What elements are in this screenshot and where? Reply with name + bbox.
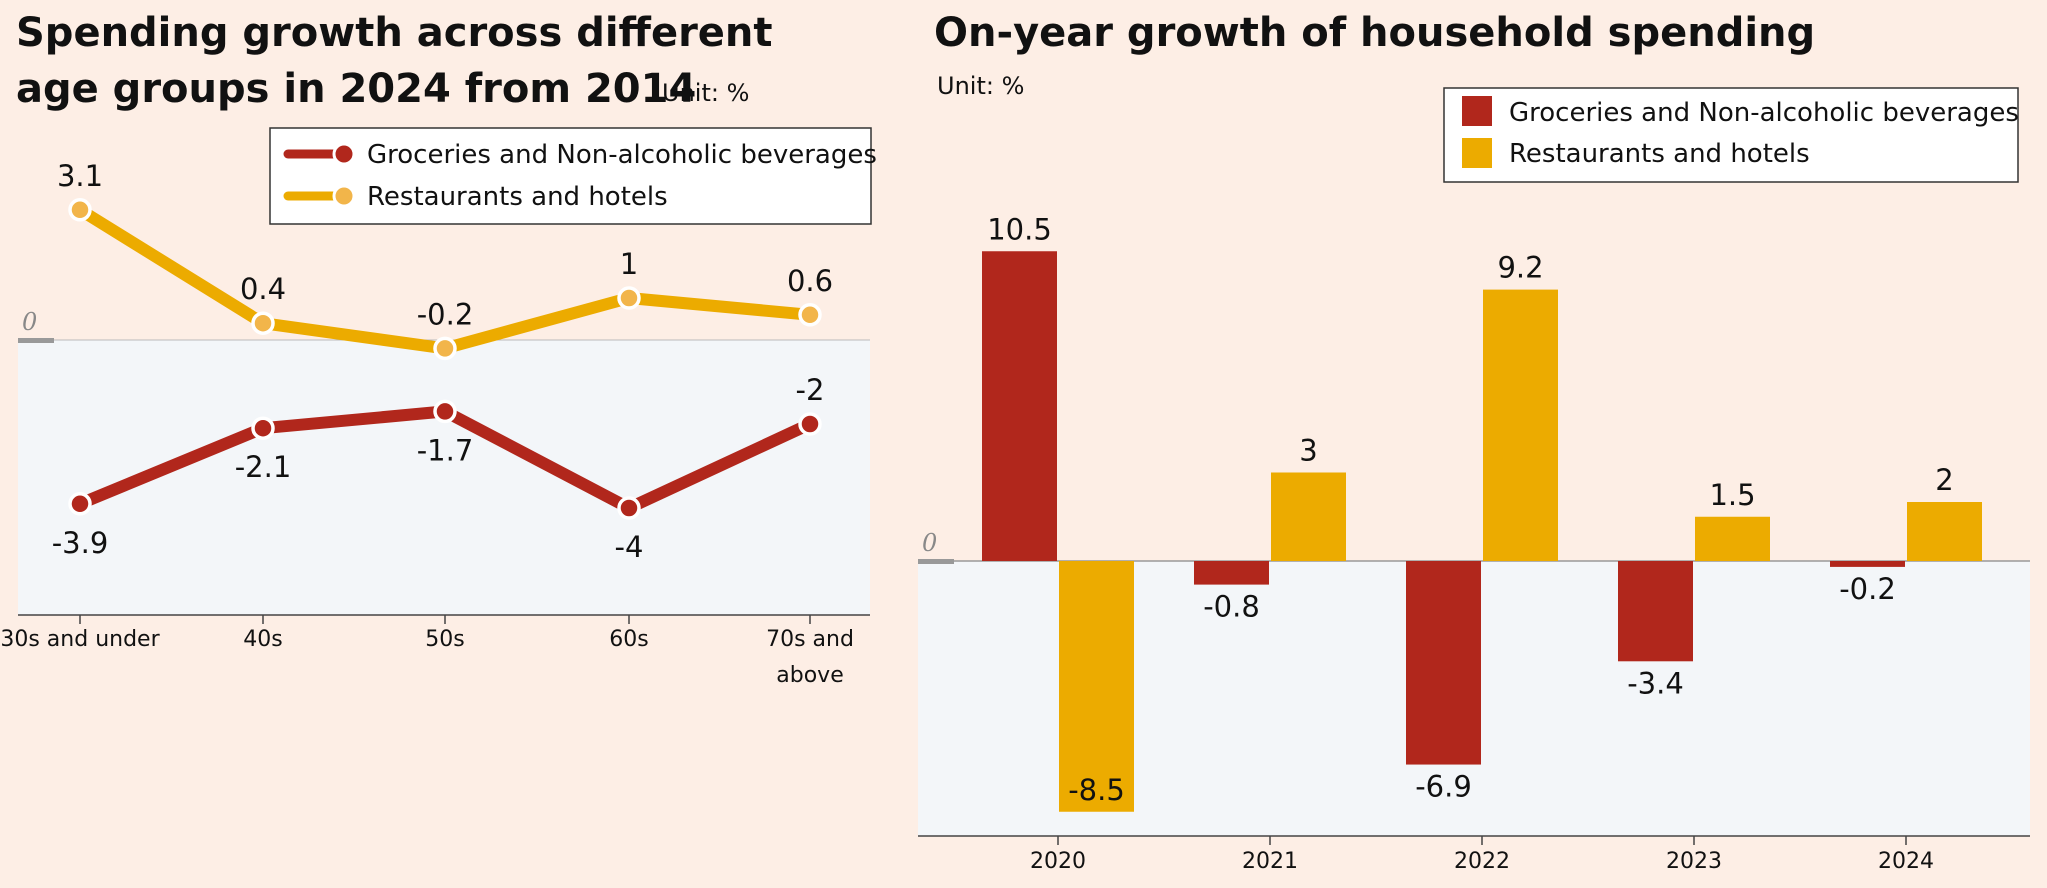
line-point-restaurants: [798, 303, 822, 327]
bar-data-label-groceries: -3.4: [1627, 666, 1684, 700]
legend-marker-restaurants: [332, 184, 356, 208]
line-chart-legend: Groceries and Non-alcoholic beverages Re…: [269, 127, 877, 225]
line-point-groceries: [68, 492, 92, 516]
bar-restaurants: [1059, 561, 1134, 812]
line-chart-unit: Unit: %: [662, 79, 749, 107]
line-chart-zero-marker: [18, 338, 54, 343]
legend-item-groceries: Groceries and Non-alcoholic beverages: [283, 140, 877, 170]
line-point-groceries: [433, 399, 457, 424]
line-data-label-restaurants: 0.4: [240, 272, 286, 306]
line-chart-tick-label: 40s: [243, 627, 282, 652]
line-chart-negative-area: [18, 340, 870, 615]
line-data-label-groceries: -3.9: [52, 526, 109, 560]
line-chart-zero-label: 0: [22, 308, 37, 336]
line-data-label-groceries: -1.7: [417, 433, 474, 467]
legend-label-groceries: Groceries and Non-alcoholic beverages: [1509, 98, 2019, 128]
line-chart-tick-label: above: [776, 663, 843, 688]
legend-item-restaurants: Restaurants and hotels: [1462, 138, 1810, 169]
line-chart: Spending growth across different age gro…: [0, 10, 877, 688]
bar-restaurants: [1483, 289, 1558, 561]
legend-marker-groceries: [332, 142, 356, 166]
line-point-restaurants: [617, 286, 641, 310]
line-data-label-restaurants: -0.2: [417, 297, 474, 331]
bar-data-label-groceries: -0.8: [1203, 590, 1260, 624]
bar-chart-tick-label: 2020: [1030, 849, 1086, 874]
line-data-label-restaurants: 0.6: [787, 264, 833, 298]
line-chart-title-line-1: Spending growth across different: [16, 10, 773, 56]
bar-chart-x-ticks: 2020 2021 2022 2023 2024: [1030, 836, 1934, 874]
bar-groceries: [1406, 561, 1481, 765]
line-data-label-restaurants: 1: [620, 247, 638, 281]
bar-chart-legend: Groceries and Non-alcoholic beverages Re…: [1443, 87, 2019, 183]
line-chart-series: -3.9 -2.1 -1.7 -4 -2 3.1 0.4 -0.2 1 0.6: [52, 159, 833, 564]
legend-swatch-groceries: [1462, 96, 1492, 126]
line-point-restaurants: [251, 311, 275, 335]
bar-chart-title: On-year growth of household spending: [934, 10, 1815, 56]
line-chart-tick-label: 70s and: [766, 627, 854, 652]
bar-data-label-restaurants: -8.5: [1068, 773, 1125, 807]
bar-restaurants: [1695, 516, 1770, 561]
line-chart-tick-label: 60s: [609, 627, 648, 652]
bar-groceries: [1618, 561, 1693, 662]
bar-data-label-restaurants: 9.2: [1497, 251, 1543, 285]
legend-swatch-restaurants: [1462, 138, 1492, 168]
bar-data-label-restaurants: 3: [1299, 434, 1317, 468]
bar-restaurants: [1271, 472, 1346, 561]
bar-restaurants: [1907, 502, 1982, 561]
line-point-groceries: [617, 496, 641, 520]
bar-data-label-restaurants: 1.5: [1709, 478, 1755, 512]
legend-label-restaurants: Restaurants and hotels: [1509, 139, 1810, 169]
line-point-restaurants: [433, 336, 457, 361]
line-point-groceries: [251, 416, 275, 440]
line-chart-title-line-2: age groups in 2024 from 2014: [16, 66, 696, 112]
bar-groceries: [1830, 561, 1905, 567]
bar-chart-unit: Unit: %: [937, 72, 1024, 100]
bar-chart-zero-label: 0: [922, 529, 937, 557]
bar-data-label-groceries: -0.2: [1839, 572, 1896, 606]
line-data-label-groceries: -2.1: [235, 450, 292, 484]
line-data-label-groceries: -4: [615, 530, 644, 564]
bar-chart-bars: 10.5 -0.8 -6.9 -3.4 -0.2 -8.5 3 9.2 1.5 2: [982, 212, 1982, 812]
legend-label-groceries: Groceries and Non-alcoholic beverages: [367, 140, 877, 170]
line-data-label-restaurants: 3.1: [57, 159, 103, 193]
line-chart-legend-box: [269, 127, 872, 225]
bar-chart-legend-box: [1443, 87, 2019, 183]
bar-data-label-groceries: 10.5: [987, 212, 1052, 246]
bar-chart-tick-label: 2021: [1242, 849, 1298, 874]
legend-label-restaurants: Restaurants and hotels: [367, 182, 668, 212]
line-point-groceries: [798, 412, 822, 436]
bar-chart-tick-label: 2023: [1666, 849, 1722, 874]
line-data-label-groceries: -2: [796, 373, 825, 407]
line-chart-x-ticks: 30s and under 40s 50s 60s 70s and above: [0, 615, 854, 688]
line-point-restaurants: [68, 198, 92, 222]
line-chart-tick-label: 30s and under: [0, 627, 160, 652]
bar-data-label-groceries: -6.9: [1415, 770, 1472, 804]
bar-groceries: [1194, 561, 1269, 585]
bar-data-label-restaurants: 2: [1935, 463, 1953, 497]
bar-chart-tick-label: 2022: [1454, 849, 1510, 874]
legend-item-restaurants: Restaurants and hotels: [283, 182, 668, 212]
line-chart-tick-label: 50s: [425, 627, 464, 652]
legend-item-groceries: Groceries and Non-alcoholic beverages: [1462, 96, 2019, 128]
bar-chart-tick-label: 2024: [1878, 849, 1934, 874]
bar-groceries: [982, 251, 1057, 561]
bar-chart-zero-marker: [918, 559, 954, 564]
bar-chart: On-year growth of household spending Uni…: [918, 10, 2030, 874]
